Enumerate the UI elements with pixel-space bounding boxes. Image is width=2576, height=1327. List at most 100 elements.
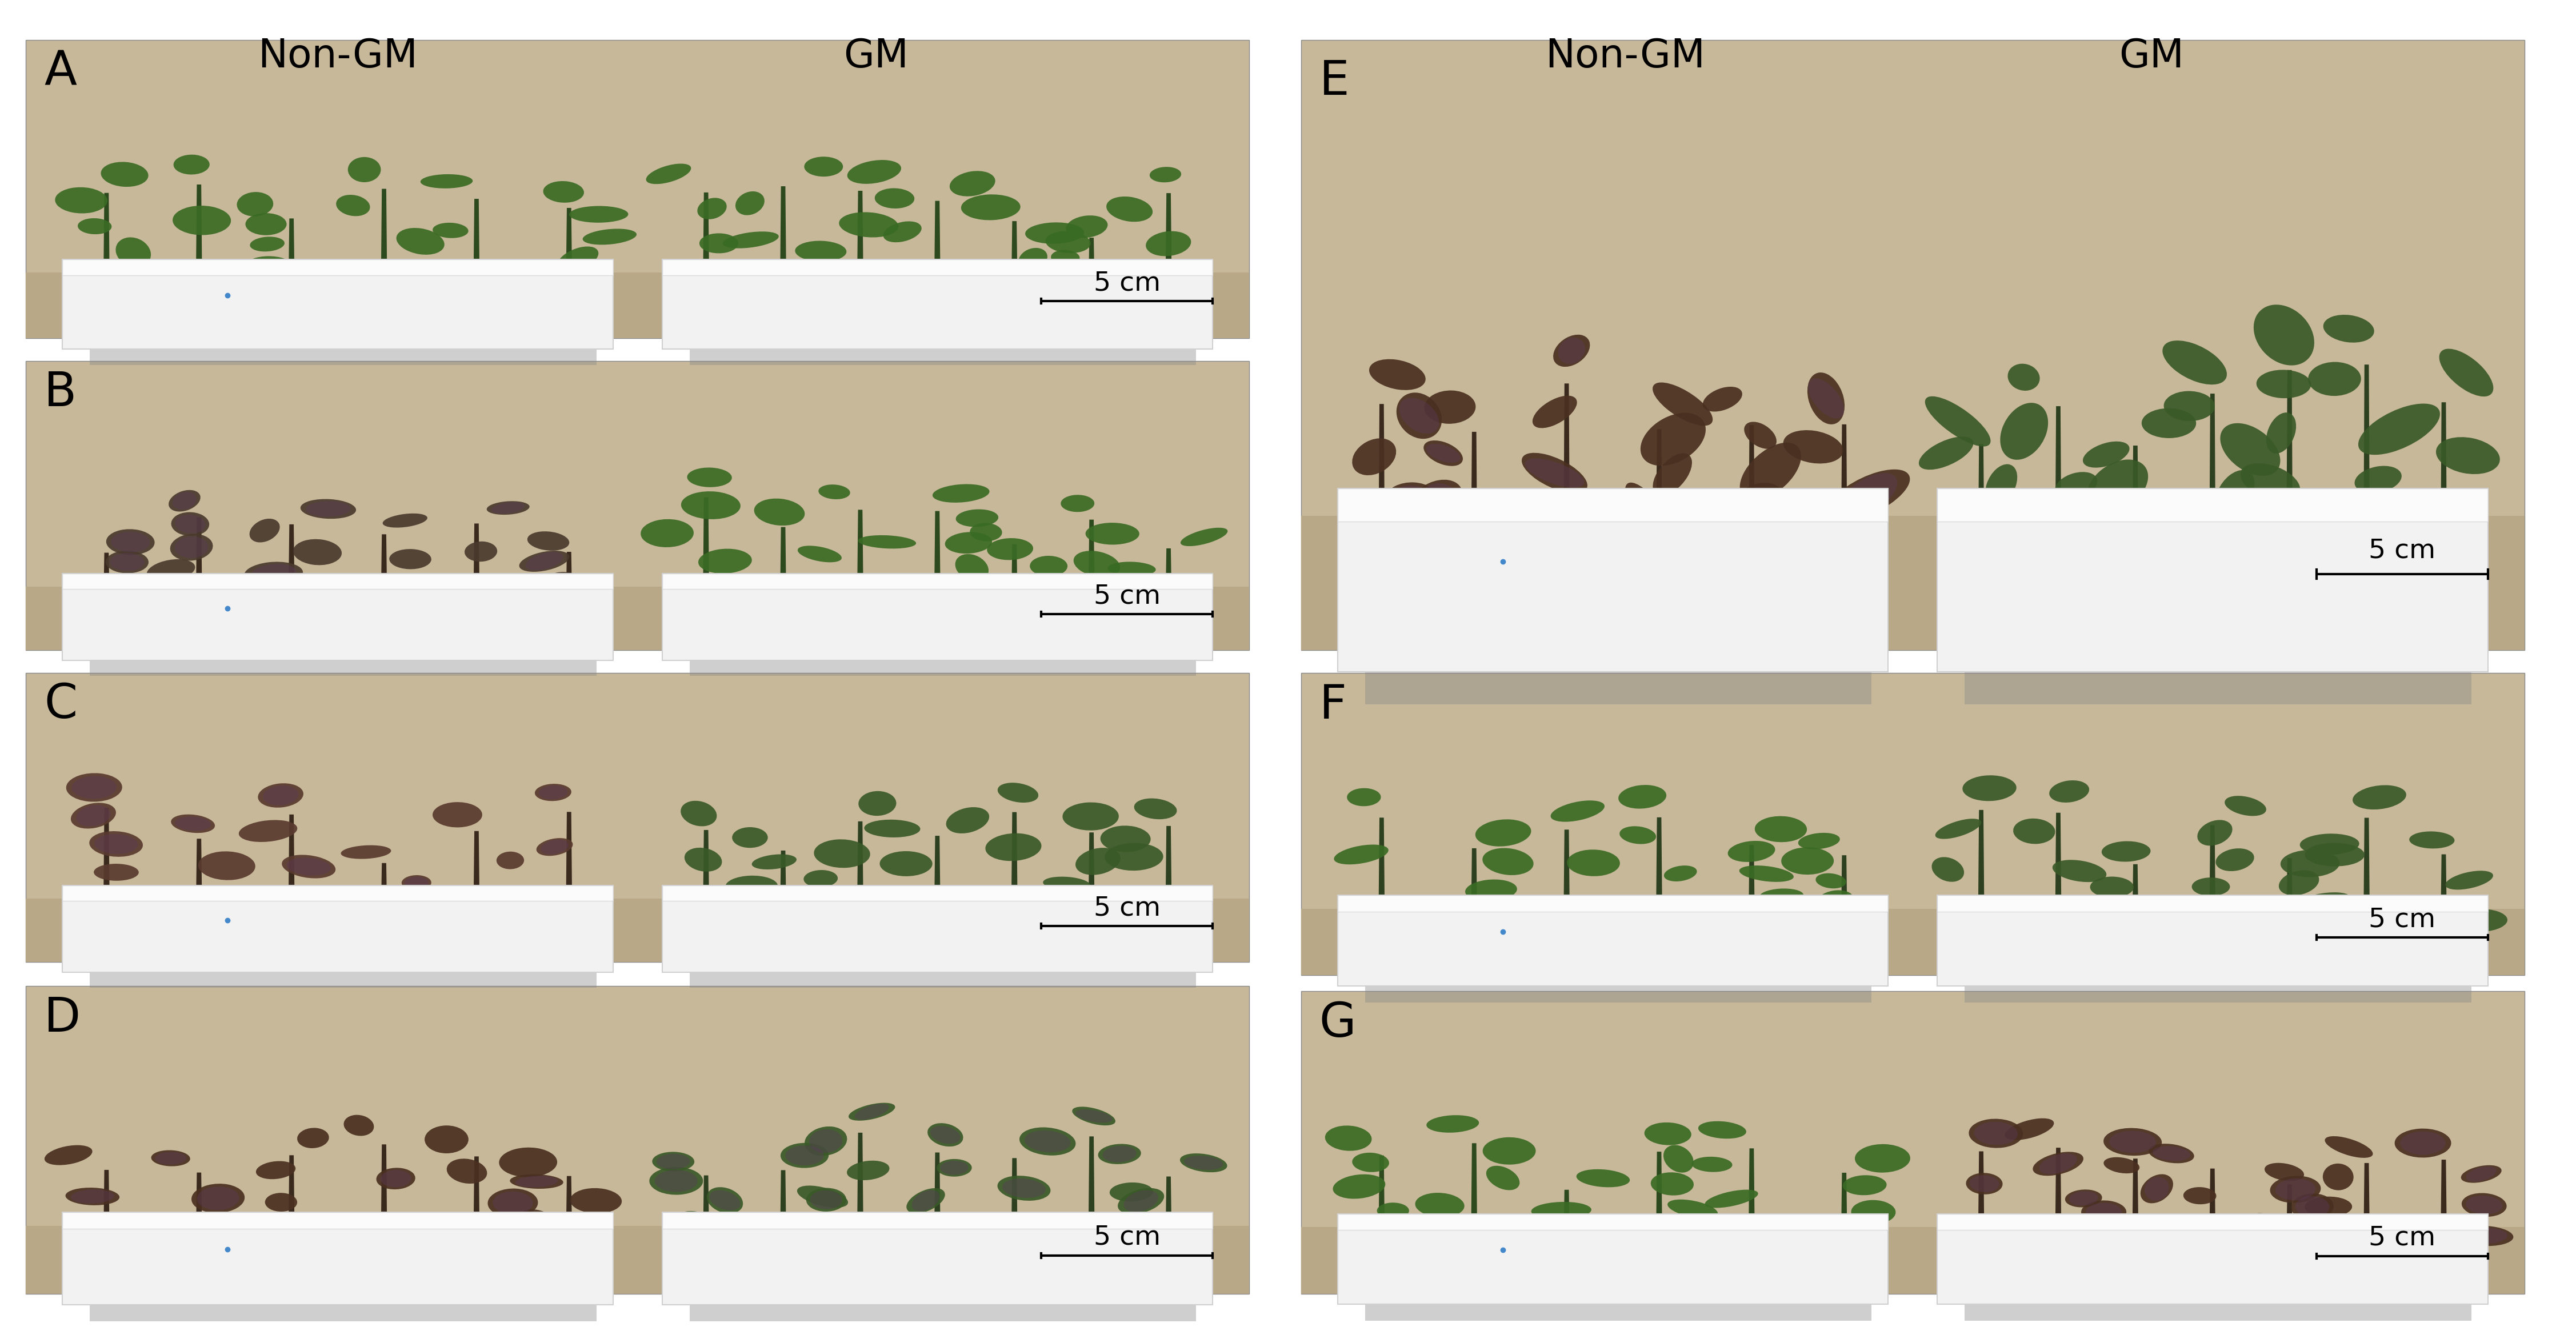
Polygon shape (2133, 1158, 2138, 1259)
Ellipse shape (2324, 314, 2375, 342)
Ellipse shape (757, 268, 811, 284)
Ellipse shape (804, 871, 837, 888)
Ellipse shape (1157, 1227, 1203, 1251)
Ellipse shape (2215, 470, 2254, 516)
Ellipse shape (433, 223, 469, 238)
Bar (662, 573, 1213, 661)
Ellipse shape (2354, 466, 2401, 494)
Ellipse shape (100, 162, 149, 187)
Ellipse shape (2014, 819, 2056, 844)
Ellipse shape (914, 894, 963, 920)
Ellipse shape (708, 1190, 739, 1210)
Ellipse shape (1739, 443, 1801, 500)
Ellipse shape (2071, 524, 2115, 556)
Ellipse shape (487, 897, 531, 916)
Polygon shape (196, 518, 204, 617)
Ellipse shape (726, 876, 778, 897)
Ellipse shape (72, 1189, 113, 1204)
Ellipse shape (840, 212, 899, 238)
Ellipse shape (1551, 800, 1605, 821)
Ellipse shape (1427, 1115, 1479, 1133)
Ellipse shape (1432, 1221, 1476, 1243)
Ellipse shape (255, 1161, 296, 1180)
Ellipse shape (1986, 464, 2017, 506)
Ellipse shape (680, 491, 739, 519)
Ellipse shape (1705, 1190, 1757, 1208)
Ellipse shape (2195, 900, 2254, 928)
Ellipse shape (698, 234, 739, 253)
Polygon shape (858, 1133, 863, 1258)
Ellipse shape (397, 228, 446, 255)
Polygon shape (1012, 812, 1018, 929)
Ellipse shape (2241, 1213, 2272, 1235)
Ellipse shape (80, 573, 113, 591)
Ellipse shape (1476, 819, 1530, 847)
Ellipse shape (1703, 386, 1741, 411)
Ellipse shape (698, 198, 726, 219)
Ellipse shape (1412, 479, 1463, 519)
Ellipse shape (487, 502, 531, 515)
Ellipse shape (510, 1174, 564, 1189)
Bar (1337, 1214, 1888, 1230)
Ellipse shape (1097, 1144, 1141, 1164)
Ellipse shape (706, 1188, 742, 1213)
Ellipse shape (2161, 341, 2226, 385)
Ellipse shape (2154, 1147, 2190, 1161)
Ellipse shape (2053, 860, 2107, 882)
Polygon shape (2439, 1160, 2447, 1259)
Ellipse shape (70, 803, 116, 828)
Ellipse shape (170, 815, 214, 833)
Ellipse shape (1620, 827, 1656, 844)
Polygon shape (1471, 848, 1479, 941)
Ellipse shape (374, 585, 412, 610)
Ellipse shape (997, 1176, 1051, 1201)
Ellipse shape (647, 163, 690, 184)
Ellipse shape (2040, 1153, 2076, 1174)
Ellipse shape (1625, 483, 1669, 536)
Bar (1337, 488, 1888, 671)
Polygon shape (1842, 1173, 1847, 1259)
Bar (1030, 1238, 1226, 1269)
Polygon shape (2133, 864, 2138, 941)
Ellipse shape (2141, 1174, 2174, 1204)
Ellipse shape (804, 157, 842, 176)
Ellipse shape (265, 1193, 296, 1212)
Bar (662, 885, 1213, 973)
Bar (1030, 285, 1226, 314)
Ellipse shape (170, 512, 209, 536)
Polygon shape (289, 815, 294, 929)
Ellipse shape (549, 893, 590, 910)
Ellipse shape (2409, 832, 2455, 848)
Ellipse shape (2280, 871, 2318, 896)
Ellipse shape (938, 1158, 971, 1177)
Ellipse shape (734, 191, 765, 215)
Ellipse shape (90, 831, 142, 857)
Ellipse shape (945, 807, 989, 833)
Ellipse shape (2087, 459, 2148, 512)
Ellipse shape (2269, 1176, 2321, 1202)
Ellipse shape (116, 238, 152, 267)
Ellipse shape (348, 157, 381, 182)
Ellipse shape (641, 519, 693, 547)
Ellipse shape (1149, 167, 1182, 182)
Bar (662, 885, 1213, 901)
Ellipse shape (1728, 841, 1775, 863)
Polygon shape (2287, 370, 2293, 580)
Ellipse shape (1151, 1225, 1208, 1254)
Ellipse shape (384, 514, 428, 528)
Ellipse shape (1520, 1231, 1564, 1254)
Ellipse shape (1046, 231, 1090, 253)
Ellipse shape (1533, 395, 1577, 429)
Ellipse shape (2367, 1226, 2398, 1247)
Bar (26, 898, 1249, 962)
Ellipse shape (2081, 1201, 2125, 1223)
Ellipse shape (1180, 1153, 1226, 1172)
Ellipse shape (909, 1229, 933, 1239)
Polygon shape (2056, 406, 2061, 580)
Ellipse shape (301, 499, 355, 519)
Ellipse shape (1759, 889, 1803, 904)
Ellipse shape (1391, 486, 1432, 511)
Text: G: G (1319, 1001, 1355, 1047)
Text: 5 cm: 5 cm (1095, 1225, 1159, 1250)
Ellipse shape (2215, 848, 2254, 871)
